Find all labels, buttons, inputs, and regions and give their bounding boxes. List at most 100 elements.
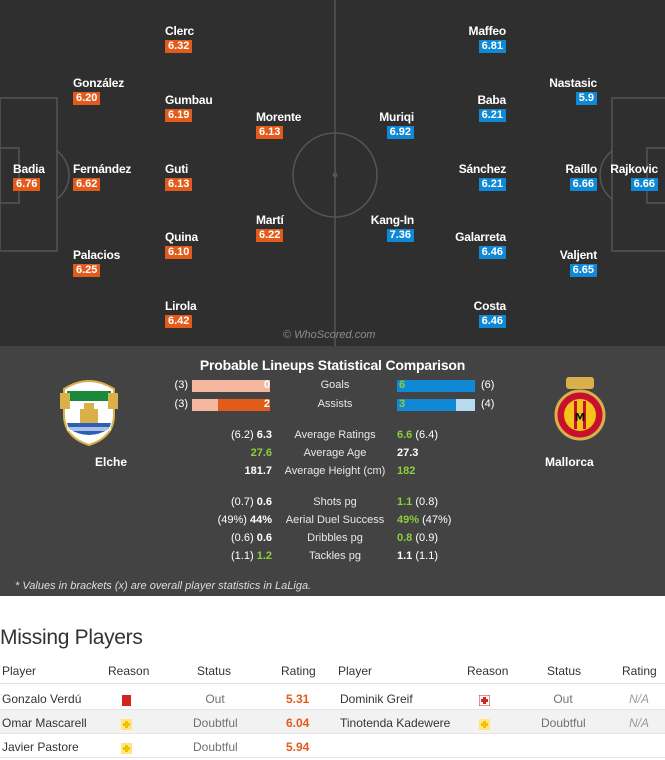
away-overall-value: (6.4) bbox=[415, 429, 438, 441]
player-name[interactable]: Quina bbox=[165, 230, 199, 244]
stat-label: Dribbles pg bbox=[307, 532, 363, 544]
rating-value: 5.31 bbox=[286, 692, 310, 706]
player-name[interactable]: Lirola bbox=[165, 299, 197, 313]
away-stat-value: 1.1 bbox=[397, 496, 413, 508]
player-name[interactable]: Martí bbox=[256, 213, 284, 227]
home-player[interactable]: Palacios 6.25 bbox=[73, 248, 120, 277]
away-stat: 1.1 (1.1) bbox=[397, 550, 438, 562]
away-stat-value: 27.3 bbox=[397, 447, 419, 459]
home-stat-value: 0.6 bbox=[256, 496, 272, 508]
home-player[interactable]: Lirola 6.42 bbox=[165, 299, 197, 328]
away-player[interactable]: Maffeo 6.81 bbox=[469, 24, 506, 53]
player-name[interactable]: Morente bbox=[256, 110, 302, 124]
header-reason: Reason bbox=[108, 664, 150, 678]
rating-value: 6.04 bbox=[286, 716, 310, 730]
home-overall-value: (49%) bbox=[217, 514, 247, 526]
away-player[interactable]: Sánchez 6.21 bbox=[459, 162, 506, 191]
player-name[interactable]: Sánchez bbox=[458, 162, 506, 176]
red-card-icon bbox=[121, 693, 132, 706]
player-name[interactable]: Raíllo bbox=[565, 162, 598, 176]
header-rating: Rating bbox=[622, 664, 657, 678]
away-overall-value: (1.1) bbox=[415, 550, 438, 562]
home-overall-value: (0.6) bbox=[231, 532, 254, 544]
player-link[interactable]: Gonzalo Verdú bbox=[2, 692, 82, 706]
mallorca-crest-icon: M bbox=[554, 377, 606, 441]
home-stat-value: 6.3 bbox=[256, 429, 272, 441]
player-rating: 6.21 bbox=[478, 109, 506, 122]
away-player[interactable]: Costa 6.46 bbox=[474, 299, 506, 328]
player-name[interactable]: Badia bbox=[13, 162, 45, 176]
doubtful-icon bbox=[121, 717, 132, 730]
pitch: Clerc 6.32 González 6.20 Gumbau 6.19 Morente 6.… bbox=[0, 0, 665, 346]
away-bar-fill bbox=[397, 380, 475, 392]
away-overall-value: (6) bbox=[481, 379, 495, 391]
away-player[interactable]: Rajkovic 6.66 bbox=[610, 162, 658, 191]
away-stat: 6.6 (6.4) bbox=[397, 429, 438, 441]
footnote: * Values in brackets (x) are overall pla… bbox=[15, 580, 312, 592]
away-stat-value: 1.1 bbox=[397, 550, 413, 562]
status-text: Doubtful bbox=[193, 740, 238, 754]
stat-label: Average Age bbox=[303, 447, 367, 459]
home-stat-value: 181.7 bbox=[244, 465, 272, 477]
player-link[interactable]: Dominik Greif bbox=[340, 692, 413, 706]
status-text: Doubtful bbox=[193, 716, 238, 730]
away-overall-value: (0.9) bbox=[415, 532, 438, 544]
header-status: Status bbox=[197, 664, 232, 678]
away-player[interactable]: Valjent 6.65 bbox=[560, 248, 597, 277]
home-player[interactable]: Quina 6.10 bbox=[165, 230, 198, 259]
player-name[interactable]: Galarreta bbox=[455, 230, 506, 244]
status-text: Out bbox=[553, 692, 573, 706]
header-status: Status bbox=[547, 664, 582, 678]
lineup-comparison: Probable Lineups Statistical Comparison … bbox=[0, 346, 665, 596]
player-name[interactable]: Gumbau bbox=[165, 93, 213, 107]
home-player[interactable]: González 6.20 bbox=[73, 76, 124, 105]
player-link[interactable]: Tinotenda Kadewere bbox=[340, 716, 451, 730]
away-overall-value: (4) bbox=[481, 398, 495, 410]
home-stat-value: 1.2 bbox=[256, 550, 272, 562]
away-player[interactable]: Raíllo 6.66 bbox=[566, 162, 597, 191]
header-rating: Rating bbox=[281, 664, 316, 678]
status-text: Out bbox=[205, 692, 225, 706]
away-player[interactable]: Muriqi 6.92 bbox=[379, 110, 414, 139]
home-player[interactable]: Gumbau 6.19 bbox=[165, 93, 213, 122]
player-name[interactable]: Clerc bbox=[165, 24, 195, 38]
home-stat-value: 0.6 bbox=[256, 532, 272, 544]
home-player[interactable]: Martí 6.22 bbox=[256, 213, 284, 242]
player-name[interactable]: Valjent bbox=[559, 248, 597, 262]
player-name[interactable]: González bbox=[73, 76, 125, 90]
away-stat-value: 182 bbox=[397, 465, 416, 477]
home-bar-value: 2 bbox=[263, 398, 270, 410]
player-name[interactable]: Baba bbox=[477, 93, 506, 107]
player-name[interactable]: Guti bbox=[165, 162, 189, 176]
away-player[interactable]: Baba 6.21 bbox=[477, 93, 506, 122]
player-name[interactable]: Nastasic bbox=[549, 76, 597, 90]
home-overall-value: (0.7) bbox=[231, 496, 254, 508]
player-name[interactable]: Rajkovic bbox=[610, 162, 658, 176]
home-player[interactable]: Fernández 6.62 bbox=[73, 162, 131, 191]
player-name[interactable]: Fernández bbox=[73, 162, 132, 176]
away-player[interactable]: Kang-In 7.36 bbox=[371, 213, 414, 242]
home-stat: (49%) 44% bbox=[218, 514, 272, 526]
player-rating: 6.46 bbox=[478, 315, 506, 328]
stat-label: Average Ratings bbox=[294, 429, 376, 441]
header-player: Player bbox=[2, 664, 37, 678]
home-stat-value: 27.6 bbox=[250, 447, 272, 459]
away-player[interactable]: Nastasic 5.9 bbox=[549, 76, 597, 105]
home-player[interactable]: Clerc 6.32 bbox=[165, 24, 194, 53]
home-overall-value: (3) bbox=[174, 379, 188, 391]
player-name[interactable]: Muriqi bbox=[379, 110, 414, 124]
player-name[interactable]: Kang-In bbox=[370, 213, 414, 227]
injury-icon bbox=[478, 693, 491, 707]
player-rating: 6.62 bbox=[73, 178, 101, 191]
player-name[interactable]: Costa bbox=[473, 299, 507, 313]
home-player[interactable]: Badia 6.76 bbox=[13, 162, 45, 191]
section-title: Missing Players bbox=[0, 626, 143, 649]
away-player[interactable]: Galarreta 6.46 bbox=[455, 230, 506, 259]
player-rating: 6.22 bbox=[256, 229, 284, 242]
player-link[interactable]: Omar Mascarell bbox=[2, 716, 87, 730]
player-name[interactable]: Maffeo bbox=[468, 24, 507, 38]
home-player[interactable]: Morente 6.13 bbox=[256, 110, 301, 139]
home-player[interactable]: Guti 6.13 bbox=[165, 162, 193, 191]
player-link[interactable]: Javier Pastore bbox=[2, 740, 79, 754]
player-name[interactable]: Palacios bbox=[73, 248, 121, 262]
